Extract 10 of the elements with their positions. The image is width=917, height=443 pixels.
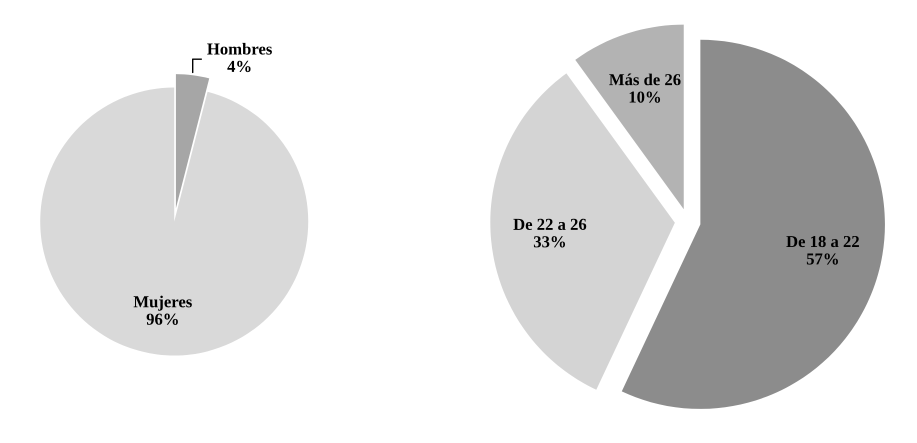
slice-label: De 22 a 26 — [513, 218, 586, 230]
data-label: 10% — [630, 91, 660, 103]
data-label: 96% — [146, 314, 178, 325]
slice-label: De 18 a 22 — [786, 236, 859, 248]
slice-label: Más de 26 — [609, 74, 681, 86]
slice-label: Mujeres — [134, 296, 192, 311]
data-label: 33% — [534, 236, 566, 248]
data-label: 57% — [806, 253, 838, 265]
data-label: 4% — [227, 60, 251, 72]
slice-label: Hombres — [207, 42, 272, 55]
